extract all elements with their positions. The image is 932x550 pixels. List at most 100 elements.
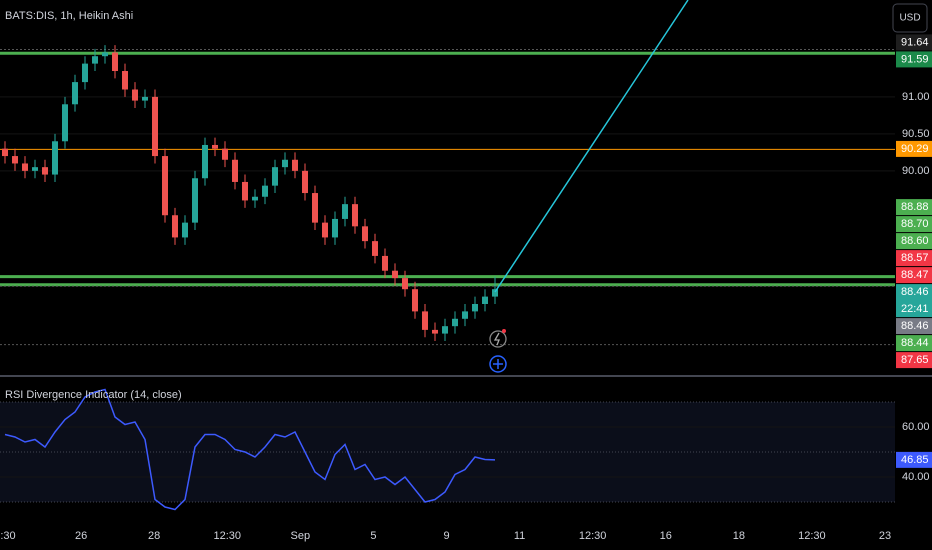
x-tick-label: 12:30 bbox=[579, 530, 607, 542]
candle-body bbox=[402, 278, 408, 290]
x-tick-label: 11 bbox=[514, 530, 525, 542]
candle-body bbox=[82, 63, 88, 83]
candle-body bbox=[2, 148, 8, 157]
price-label-box bbox=[896, 199, 932, 216]
price-label-box bbox=[896, 51, 932, 68]
x-tick-label: 26 bbox=[75, 530, 87, 542]
candle-body bbox=[382, 255, 388, 271]
chart-title: BATS:DIS, 1h, Heikin Ashi bbox=[5, 10, 133, 22]
y-tick-label: 90.50 bbox=[902, 128, 930, 140]
price-label: 88.70 bbox=[901, 218, 929, 230]
candle-body bbox=[282, 159, 288, 168]
candle-body bbox=[52, 141, 58, 175]
candle-body bbox=[352, 204, 358, 227]
candle-body bbox=[182, 222, 188, 238]
x-tick-label: 16 bbox=[660, 530, 672, 542]
price-label: 88.47 bbox=[901, 269, 929, 281]
candle-body bbox=[162, 156, 168, 216]
countdown: 22:41 bbox=[901, 303, 929, 315]
alert-dot bbox=[502, 329, 506, 333]
candle-body bbox=[142, 96, 148, 101]
price-label-box bbox=[896, 233, 932, 250]
price-label-box bbox=[896, 140, 932, 157]
candle-body bbox=[102, 52, 108, 57]
candle-body bbox=[332, 218, 338, 238]
trend-line bbox=[494, 0, 689, 293]
price-label: 91.64 bbox=[901, 36, 929, 48]
candle-body bbox=[72, 82, 78, 105]
price-label: 88.60 bbox=[901, 235, 929, 247]
candle-body bbox=[112, 52, 118, 72]
alert-icon[interactable] bbox=[489, 330, 507, 348]
price-label-box bbox=[896, 250, 932, 267]
y-tick-label: 60.00 bbox=[902, 421, 930, 433]
candle-body bbox=[22, 163, 28, 171]
candle-body bbox=[442, 326, 448, 334]
currency-button[interactable] bbox=[892, 3, 928, 33]
candle-body bbox=[42, 167, 48, 175]
price-label: 88.88 bbox=[901, 201, 929, 213]
candle-body bbox=[452, 318, 458, 327]
candle-body bbox=[312, 193, 318, 223]
candle-body bbox=[272, 167, 278, 186]
indicator-title: RSI Divergence Indicator (14, close) bbox=[5, 389, 182, 401]
price-label: 88.57 bbox=[901, 252, 929, 264]
price-label: 88.44 bbox=[901, 337, 929, 349]
candle-body bbox=[342, 204, 348, 219]
price-axis: 91.00 90.50 90.00 91.64 91.59 90.29 88.88 88.70… bbox=[0, 34, 932, 542]
price-label-box bbox=[896, 216, 932, 233]
price-label-box bbox=[896, 34, 932, 51]
grid bbox=[0, 96, 895, 172]
candle-body bbox=[242, 181, 248, 201]
candle-body bbox=[122, 71, 128, 90]
x-tick-label: 18 bbox=[733, 530, 745, 542]
add-icon[interactable] bbox=[489, 355, 507, 373]
candle-body bbox=[492, 289, 498, 297]
rsi-value-box bbox=[896, 451, 932, 468]
x-tick-label: 28 bbox=[148, 530, 160, 542]
rsi-line bbox=[4, 388, 496, 511]
candle-body bbox=[412, 289, 418, 312]
candle-body bbox=[232, 159, 238, 182]
price-label-box bbox=[896, 267, 932, 284]
candle-body bbox=[392, 270, 398, 279]
candle-body bbox=[302, 170, 308, 194]
candle-body bbox=[32, 167, 38, 171]
candle-body bbox=[202, 144, 208, 179]
candle-body bbox=[362, 226, 368, 242]
candle-body bbox=[482, 296, 488, 304]
candle-body bbox=[292, 159, 298, 171]
candle-body bbox=[262, 185, 268, 197]
candle-body bbox=[252, 196, 258, 201]
currency-label: USD bbox=[899, 13, 920, 24]
x-tick-label: :30 bbox=[0, 530, 15, 542]
x-tick-label: 23 bbox=[879, 530, 891, 542]
candle-body bbox=[462, 311, 468, 319]
candle-body bbox=[322, 222, 328, 238]
price-label-box bbox=[896, 352, 932, 369]
candle-body bbox=[92, 56, 98, 64]
x-tick-label: 5 bbox=[370, 530, 376, 542]
price-label: 91.59 bbox=[901, 53, 929, 65]
price-label: 88.46 bbox=[901, 320, 929, 332]
x-tick-label: Sep bbox=[291, 530, 311, 542]
candle-body bbox=[422, 311, 428, 330]
candle-body bbox=[372, 241, 378, 256]
candle-body bbox=[152, 96, 158, 157]
price-label-box bbox=[896, 318, 932, 335]
candle-body bbox=[472, 303, 478, 312]
candle-body bbox=[62, 104, 68, 142]
candle-body bbox=[132, 89, 138, 101]
y-tick-label: 90.00 bbox=[902, 165, 930, 177]
y-tick-label: 91.00 bbox=[902, 91, 930, 103]
candle-body bbox=[172, 215, 178, 238]
price-label-box bbox=[896, 284, 932, 318]
y-tick-label: 40.00 bbox=[902, 471, 930, 483]
candle-body bbox=[212, 144, 218, 149]
candle-body bbox=[222, 148, 228, 160]
price-label: 88.46 bbox=[901, 286, 929, 298]
x-tick-label: 12:30 bbox=[213, 530, 241, 542]
rsi-pane bbox=[0, 388, 895, 511]
